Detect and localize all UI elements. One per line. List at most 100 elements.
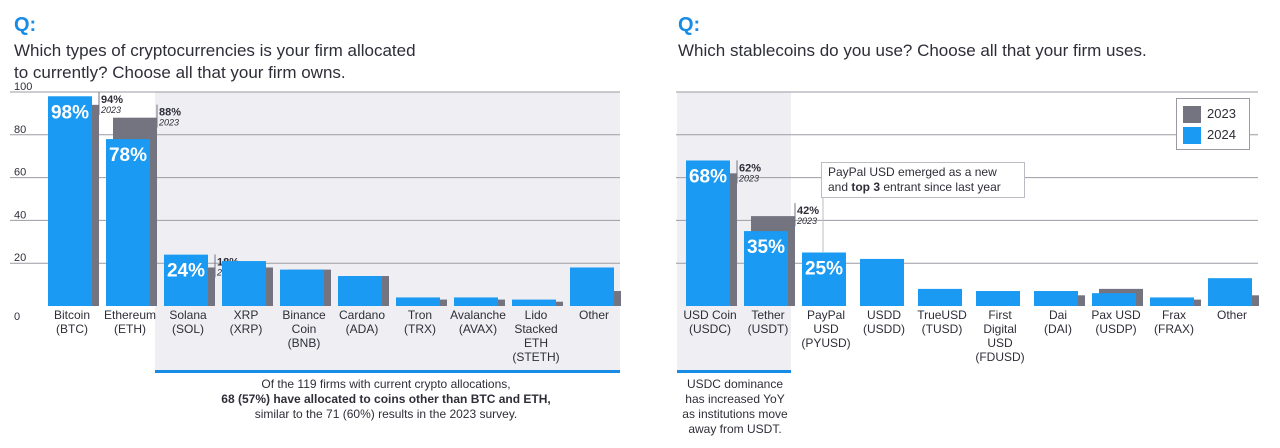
crypto-category-label: XRP — [234, 308, 259, 322]
crypto-bar-2024 — [512, 299, 556, 306]
stablecoin-category-label: (PYUSD) — [801, 336, 850, 350]
stablecoin-category-label: Tether — [751, 308, 784, 322]
left-q-marker: Q: — [14, 14, 37, 36]
crypto-category-label: Ethereum — [104, 308, 156, 322]
stablecoin-category-label: Dai — [1049, 308, 1067, 322]
right-footnote-line1: USDC dominance — [686, 377, 784, 391]
crypto-data-label-2024: 78% — [109, 145, 147, 166]
left-question-line1: Which types of cryptocurrencies is your … — [14, 41, 416, 60]
crypto-category-label: (STETH) — [512, 350, 559, 364]
y-axis-tick-label: 40 — [14, 209, 26, 221]
crypto-data-label-2023: 88% — [159, 107, 181, 119]
stablecoin-category-label: Pax USD — [1091, 308, 1141, 322]
stablecoin-category-label: TrueUSD — [917, 308, 967, 322]
stablecoin-category-label: USD — [987, 336, 1013, 350]
crypto-category-label: Bitcoin — [54, 308, 90, 322]
stablecoin-category-label: (TUSD) — [922, 322, 963, 336]
legend-label-2023: 2023 — [1207, 106, 1236, 121]
right-footnote-line4: away from USDT. — [688, 422, 782, 436]
crypto-category-label: ETH — [524, 336, 548, 350]
crypto-data-label-2024: 98% — [51, 102, 89, 123]
stablecoin-data-label-2023-year: 2023 — [796, 216, 817, 226]
crypto-bar-2024 — [280, 269, 324, 306]
left-question-line2: to currently? Choose all that your firm … — [14, 63, 346, 82]
crypto-category-label: (ETH) — [114, 322, 146, 336]
y-axis-tick-label: 20 — [14, 252, 26, 264]
crypto-category-label: (TRX) — [404, 322, 436, 336]
stablecoin-accent-rule — [677, 370, 791, 373]
stablecoin-category-label: USD Coin — [683, 308, 736, 322]
stablecoin-category-label: Digital — [983, 322, 1016, 336]
stablecoin-bar-2024 — [1208, 278, 1252, 306]
right-footnote-line2: has increased YoY — [685, 392, 785, 406]
crypto-bar-2024 — [48, 96, 92, 306]
stablecoin-bar-2024 — [976, 291, 1020, 306]
crypto-category-label: Tron — [408, 308, 432, 322]
crypto-category-label: Solana — [169, 308, 207, 322]
right-footnote: USDC dominance has increased YoY as inst… — [672, 377, 798, 437]
crypto-category-label: Lido — [525, 308, 548, 322]
y-axis-tick-label: 0 — [14, 311, 20, 323]
left-footnote: Of the 119 firms with current crypto all… — [180, 377, 592, 422]
stablecoin-category-label: (DAI) — [1044, 322, 1072, 336]
stablecoin-category-label: (USDP) — [1095, 322, 1136, 336]
legend-swatch-2023 — [1183, 106, 1201, 123]
crypto-category-label: (BTC) — [56, 322, 88, 336]
crypto-category-label: (AVAX) — [459, 322, 497, 336]
crypto-data-label-2023: 94% — [101, 94, 123, 106]
stablecoin-category-label: PayPal — [807, 308, 845, 322]
crypto-bar-2024 — [164, 254, 208, 306]
stablecoin-bar-2024 — [1092, 293, 1136, 306]
stablecoin-bar-2024 — [686, 160, 730, 306]
right-q-marker: Q: — [678, 14, 701, 36]
left-question: Which types of cryptocurrencies is your … — [14, 40, 416, 84]
legend-label-2024: 2024 — [1207, 127, 1236, 142]
left-footnote-line3: similar to the 71 (60%) results in the 2… — [254, 407, 518, 421]
crypto-bar-2024 — [454, 297, 498, 306]
crypto-category-label: (XRP) — [230, 322, 263, 336]
stablecoin-bar-2024 — [860, 258, 904, 306]
legend-swatch-2024 — [1183, 127, 1201, 144]
stablecoin-category-label: (USDC) — [689, 322, 731, 336]
crypto-category-label: (ADA) — [346, 322, 379, 336]
crypto-category-label: (SOL) — [172, 322, 204, 336]
stablecoin-bar-2024 — [744, 231, 788, 306]
crypto-bar-2024 — [222, 261, 266, 306]
stablecoin-bar-2024 — [1150, 297, 1194, 306]
right-footnote-line3: as institutions move — [682, 407, 788, 421]
stablecoin-category-label: First — [988, 308, 1012, 322]
crypto-data-label-2023-year: 2023 — [100, 105, 121, 115]
stablecoin-data-label-2023-year: 2023 — [738, 173, 759, 183]
stablecoin-data-label-2024: 25% — [805, 259, 843, 280]
stablecoin-category-label: (USDT) — [748, 322, 789, 336]
stablecoin-category-label: (USDD) — [863, 322, 905, 336]
crypto-category-label: Avalanche — [450, 308, 506, 322]
crypto-category-label: Stacked — [514, 322, 557, 336]
callout-line1: PayPal USD emerged as a new — [828, 165, 997, 179]
crypto-category-label: Binance — [282, 308, 326, 322]
crypto-accent-rule — [155, 370, 620, 373]
stablecoin-category-label: Frax — [1162, 308, 1186, 322]
callout-pre: and — [828, 180, 852, 194]
left-footnote-line2: 68 (57%) have allocated to coins other t… — [221, 392, 551, 406]
crypto-category-label: Cardano — [339, 308, 385, 322]
y-axis-tick-label: 80 — [14, 124, 26, 136]
crypto-category-label: Coin — [292, 322, 317, 336]
crypto-bar-2024 — [570, 267, 614, 306]
stablecoin-bar-2024 — [1034, 291, 1078, 306]
right-question: Which stablecoins do you use? Choose all… — [678, 41, 1147, 60]
stablecoin-category-label: (FDUSD) — [975, 350, 1024, 364]
pyusd-callout: PayPal USD emerged as a new and top 3 en… — [821, 162, 1025, 198]
stablecoin-bar-2024 — [802, 252, 846, 306]
y-axis-tick-label: 100 — [14, 81, 32, 93]
stablecoin-category-label: USD — [813, 322, 839, 336]
stablecoin-data-label-2024: 35% — [747, 237, 785, 258]
crypto-category-label: (BNB) — [288, 336, 321, 350]
crypto-data-label-2023-year: 2023 — [158, 118, 179, 128]
chart-legend: 2023 2024 — [1176, 98, 1250, 150]
stablecoin-data-label-2023: 62% — [739, 162, 761, 174]
callout-bold: top 3 — [851, 180, 881, 194]
stablecoin-category-label: USDD — [867, 308, 901, 322]
crypto-category-label: Other — [579, 308, 609, 322]
